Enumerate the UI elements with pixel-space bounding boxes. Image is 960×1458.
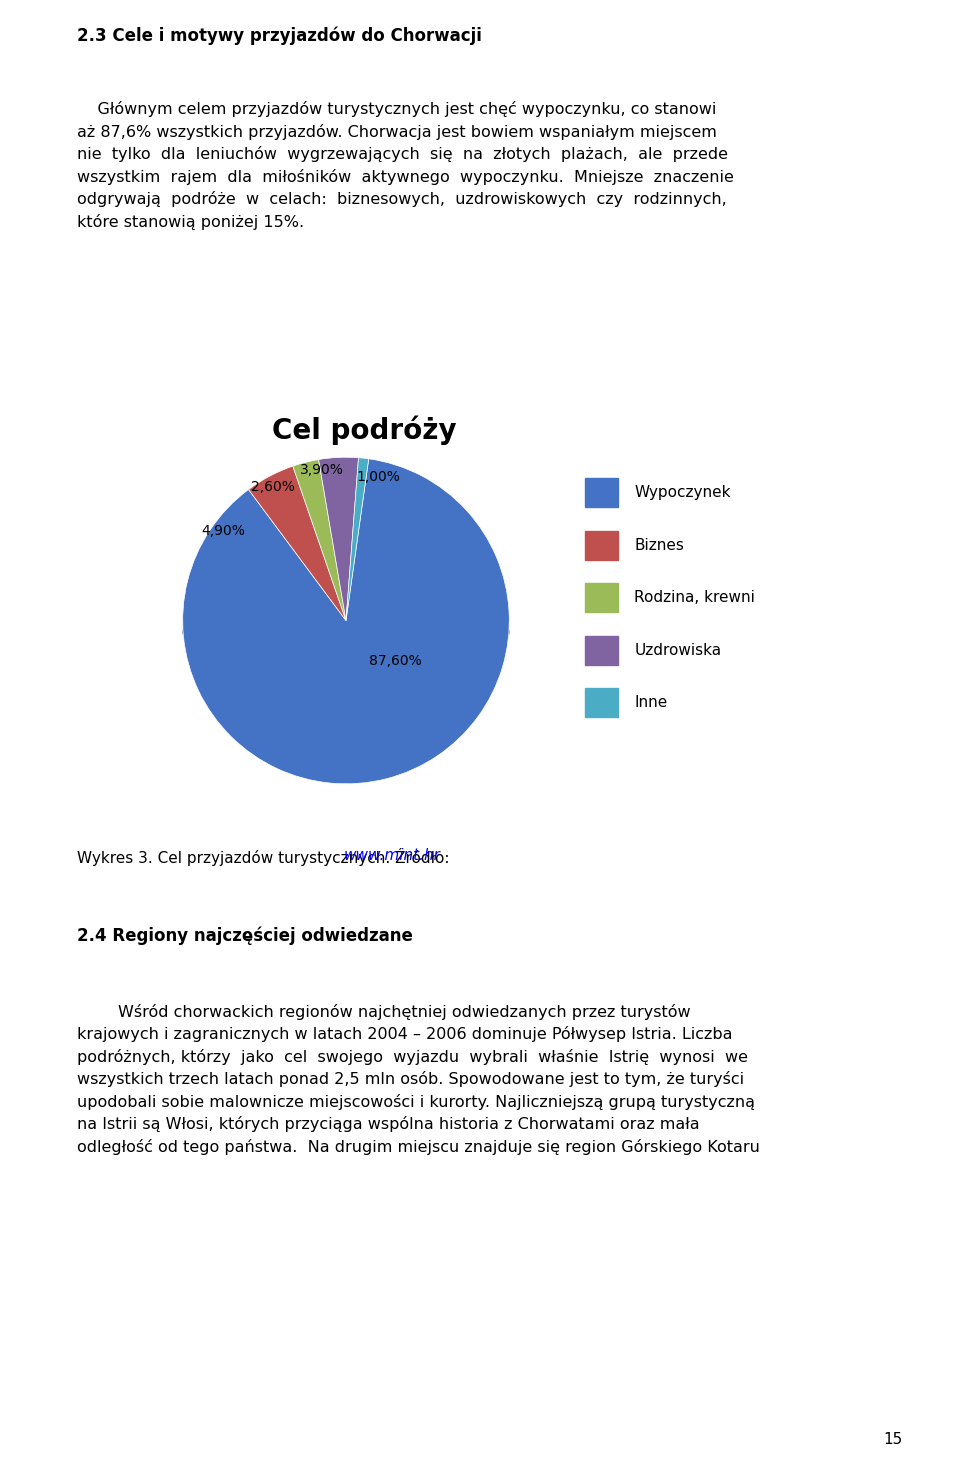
Bar <box>585 636 617 665</box>
Text: 1,00%: 1,00% <box>357 469 400 484</box>
Text: 2.3 Cele i motywy przyjazdów do Chorwacji: 2.3 Cele i motywy przyjazdów do Chorwacj… <box>77 26 482 45</box>
Text: 3,90%: 3,90% <box>300 464 344 477</box>
Bar <box>585 478 617 507</box>
Bar <box>585 531 617 560</box>
Text: Wykres 3. Cel przyjazdów turystycznych. Źródło:: Wykres 3. Cel przyjazdów turystycznych. … <box>77 849 454 866</box>
Bar <box>585 583 617 612</box>
Text: 2.4 Regiony najczęściej odwiedzane: 2.4 Regiony najczęściej odwiedzane <box>77 926 413 945</box>
Text: Wypoczynek: Wypoczynek <box>635 486 731 500</box>
Wedge shape <box>319 458 358 621</box>
Wedge shape <box>346 458 369 621</box>
Bar <box>585 688 617 717</box>
Wedge shape <box>182 459 509 784</box>
Text: Biznes: Biznes <box>635 538 684 553</box>
Ellipse shape <box>182 604 509 660</box>
Wedge shape <box>293 459 346 621</box>
Text: Wśród chorwackich regionów najchętniej odwiedzanych przez turystów
krajowych i z: Wśród chorwackich regionów najchętniej o… <box>77 1003 759 1155</box>
Text: 4,90%: 4,90% <box>202 523 246 538</box>
Text: Inne: Inne <box>635 695 667 710</box>
Text: 15: 15 <box>883 1432 902 1446</box>
Text: 87,60%: 87,60% <box>369 655 421 668</box>
Text: Rodzina, krewni: Rodzina, krewni <box>635 590 756 605</box>
Wedge shape <box>249 467 346 621</box>
Text: Głównym celem przyjazdów turystycznych jest chęć wypoczynku, co stanowi
aż 87,6%: Głównym celem przyjazdów turystycznych j… <box>77 101 733 230</box>
Text: Uzdrowiska: Uzdrowiska <box>635 643 721 658</box>
Text: Cel podróży: Cel podróży <box>273 416 457 445</box>
Text: www.mint.hr: www.mint.hr <box>344 849 441 863</box>
Text: 2,60%: 2,60% <box>251 480 295 494</box>
